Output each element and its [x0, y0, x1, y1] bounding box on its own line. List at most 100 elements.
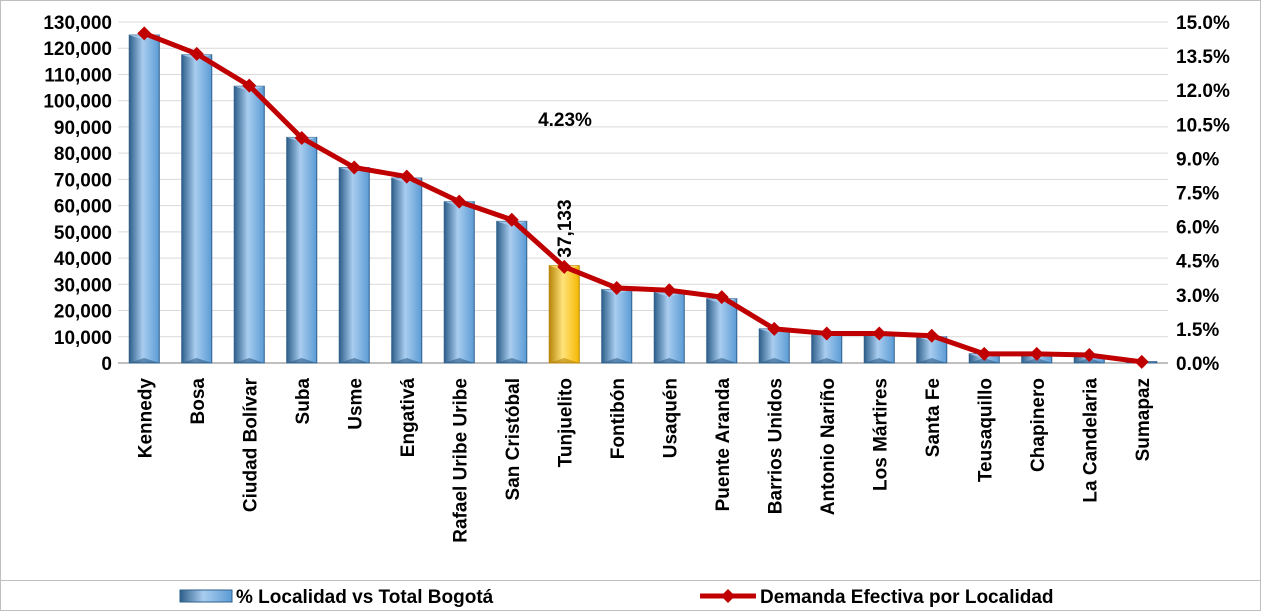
x-tick-label: Los Mártires: [870, 378, 891, 491]
y-left-tick-label: 10,000: [54, 328, 112, 349]
line-marker: [189, 46, 204, 61]
y-left-tick-label: 30,000: [54, 275, 112, 296]
legend: % Localidad vs Total Bogotá Demanda Efect…: [179, 587, 1054, 608]
x-tick-label: Tunjuelito: [555, 378, 576, 467]
y-left-tick-label: 20,000: [54, 302, 112, 323]
x-tick-label: Kennedy: [135, 378, 156, 459]
x-tick-label: Ciudad Bolívar: [240, 377, 261, 512]
x-tick-label: Usaquén: [660, 378, 681, 458]
x-tick-label: San Cristóbal: [503, 378, 524, 500]
y-left-tick-label: 90,000: [54, 118, 112, 139]
line-marker: [1029, 346, 1044, 361]
x-tick-label: Rafael Uribe Uribe: [450, 378, 471, 543]
bar-highlighted: [548, 265, 580, 364]
line-marker: [294, 130, 309, 145]
bar: [128, 34, 160, 364]
y-left-tick-label: 40,000: [54, 249, 112, 270]
line-marker: [504, 212, 519, 227]
line-marker: [609, 280, 624, 295]
line-series: [137, 26, 1149, 369]
legend-line-marker: [721, 589, 735, 603]
y-left-tick-label: 0: [101, 354, 112, 375]
x-tick-label: Antonio Nariño: [818, 378, 839, 515]
bar: [706, 298, 738, 364]
x-tick-label: La Candelaria: [1080, 378, 1101, 503]
bar-bevel-bottom: [864, 358, 895, 363]
line-marker: [347, 160, 362, 175]
bar: [181, 54, 213, 364]
bar: [653, 291, 685, 364]
bar-bevel-bottom: [286, 358, 317, 363]
bar-bevel-bottom: [706, 358, 737, 363]
y-right-tick-label: 6.0%: [1176, 218, 1219, 239]
line-marker: [924, 328, 939, 343]
bar: [338, 167, 370, 364]
y-axis-left: 0 10,000 20,000 30,000 40,000 50,000 60,000 70,…: [43, 13, 112, 375]
legend-bar-label: % Localidad vs Total Bogotá: [236, 587, 494, 608]
bar-bevel-bottom: [129, 358, 160, 363]
x-tick-label: Puente Aranda: [713, 378, 734, 512]
bar-data-label: 37,133: [555, 199, 576, 257]
line-marker: [137, 26, 152, 41]
x-tick-label: Barrios Unidos: [765, 378, 786, 514]
bar-bevel-bottom: [181, 358, 212, 363]
line-marker: [557, 259, 572, 274]
x-tick-label: Suba: [293, 378, 314, 425]
line-path: [143, 31, 1143, 365]
y-right-tick-label: 3.0%: [1176, 286, 1219, 307]
bar-bevel-bottom: [444, 358, 475, 363]
line-marker: [662, 283, 677, 298]
y-left-tick-label: 60,000: [54, 197, 112, 218]
bar: [233, 85, 265, 364]
line-marker: [1134, 354, 1149, 369]
bar: [286, 136, 318, 364]
x-tick-label: Sumapaz: [1133, 378, 1154, 461]
x-tick-label: Engativá: [398, 378, 419, 458]
y-right-tick-label: 0.0%: [1176, 354, 1219, 375]
x-tick-label: Chapinero: [1028, 378, 1049, 472]
y-right-tick-label: 9.0%: [1176, 149, 1219, 170]
line-marker: [872, 326, 887, 341]
bar: [601, 289, 633, 364]
y-left-tick-label: 100,000: [43, 92, 112, 113]
bar-bevel-bottom: [916, 358, 947, 363]
y-right-tick-label: 13.5%: [1176, 47, 1230, 68]
line-data-label: 4.23%: [538, 110, 592, 131]
x-axis-labels: Kennedy Bosa Ciudad Bolívar Suba Usme Engativ…: [135, 377, 1154, 542]
bar-bevel-bottom: [234, 358, 265, 363]
y-right-tick-label: 12.0%: [1176, 81, 1230, 102]
y-left-tick-label: 110,000: [44, 65, 112, 86]
y-left-tick-label: 70,000: [54, 170, 112, 191]
bar-bevel-bottom: [549, 358, 580, 363]
bar-bevel-bottom: [654, 358, 685, 363]
bar-bevel-bottom: [339, 358, 370, 363]
line-marker: [399, 169, 414, 184]
bar-bevel-bottom: [811, 358, 842, 363]
y-right-tick-label: 15.0%: [1176, 13, 1230, 34]
bar-bevel-bottom: [601, 358, 632, 363]
bar-bevel-bottom: [496, 358, 527, 363]
bar: [391, 177, 423, 364]
legend-bar-swatch: [179, 589, 233, 603]
x-tick-label: Fontibón: [608, 378, 629, 459]
line-marker: [714, 290, 729, 305]
annotations: 37,133 4.23%: [538, 110, 592, 258]
y-right-tick-label: 4.5%: [1176, 252, 1219, 273]
y-right-tick-label: 10.5%: [1176, 115, 1230, 136]
y-right-tick-label: 7.5%: [1176, 184, 1219, 205]
line-marker: [819, 326, 834, 341]
bar-bevel-bottom: [391, 358, 422, 363]
x-tick-label: Teusaquillo: [975, 378, 996, 482]
bar-bevel-bottom: [759, 358, 790, 363]
y-left-tick-label: 120,000: [43, 39, 112, 60]
y-axis-right: 0.0% 1.5% 3.0% 4.5% 6.0% 7.5% 9.0% 10.5% 12.0% 13…: [1176, 13, 1230, 375]
y-left-tick-label: 80,000: [54, 144, 112, 165]
x-tick-label: Santa Fe: [923, 378, 944, 457]
x-tick-label: Usme: [345, 378, 366, 430]
y-left-tick-label: 130,000: [43, 13, 112, 34]
bar: [496, 220, 528, 364]
line-marker: [977, 346, 992, 361]
x-tick-label: Bosa: [188, 378, 209, 425]
